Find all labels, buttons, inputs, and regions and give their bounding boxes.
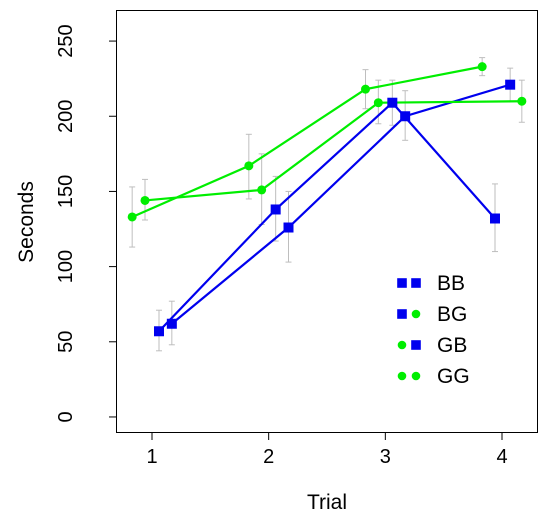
legend-item-bb: BB [397,272,465,295]
point-gb [373,98,383,108]
y-tick-label: 150 [55,175,77,208]
point-gg [477,62,487,72]
point-gb [257,185,267,195]
series-lines [131,65,522,333]
legend-label: GG [437,365,470,388]
point-bg [154,326,164,337]
legend-swatch [397,371,407,381]
point-gg [244,161,254,171]
point-bb [505,79,516,90]
point-gb [517,96,527,106]
y-tick-label: 0 [55,411,77,422]
x-tick-label: 2 [263,446,274,468]
legend-item-gg: GG [397,365,470,388]
legend-item-gb: GB [397,334,467,357]
legend-swatch [411,340,421,350]
legend: BB BG GB GG [397,272,470,388]
plot-frame [116,10,538,433]
x-tick-label: 4 [496,446,507,468]
legend-label: BB [437,272,465,295]
series-line-bb [171,83,511,325]
y-tick-label: 50 [55,331,77,353]
point-bg [490,213,500,224]
series-line-bg [158,101,496,333]
series-markers [127,62,527,337]
point-bb [283,222,294,233]
y-tick-label: 200 [55,100,77,133]
point-bg [387,97,398,108]
legend-label: BG [437,303,467,326]
point-gb [140,195,150,205]
y-tick-label: 100 [55,250,77,283]
x-axis-title: Trial [307,491,347,514]
legend-swatch [397,340,407,350]
point-bb [166,318,177,329]
legend-item-bg: BG [397,303,467,326]
series-line-gg [131,65,483,218]
legend-swatch [397,309,407,319]
point-gg [361,84,370,94]
legend-swatch [397,278,407,288]
legend-label: GB [437,334,467,357]
legend-swatch [411,309,421,319]
legend-swatch [411,371,421,381]
y-tick-label: 250 [55,24,77,57]
y-axis: 0 50 100 150 200 250 [55,24,117,423]
point-bb [400,111,411,122]
x-tick-label: 3 [380,446,391,468]
x-axis: 1 2 3 4 [146,432,508,468]
legend-swatch [411,278,421,288]
series-line-gb [144,100,522,202]
y-axis-title: Seconds [15,181,38,263]
point-gg [127,212,137,222]
point-bg [270,204,281,215]
x-tick-label: 1 [146,446,157,468]
